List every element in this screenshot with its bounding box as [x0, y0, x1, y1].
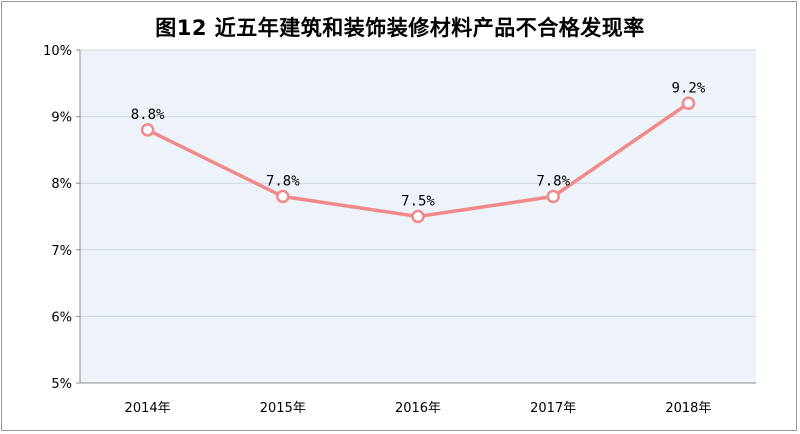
data-point [546, 189, 560, 204]
x-tick-label: 2014年 [125, 401, 171, 416]
x-tick-label: 2015年 [260, 401, 306, 416]
chart-title: 图12 近五年建筑和装饰装修材料产品不合格发现率 [155, 16, 645, 40]
data-label: 7.5% [401, 194, 435, 210]
data-label: 8.8% [131, 107, 165, 123]
y-tick-label: 7% [51, 244, 72, 259]
data-label: 9.2% [672, 80, 706, 96]
y-tick-label: 10% [43, 44, 72, 59]
data-label: 7.8% [266, 174, 300, 190]
y-tick-label: 5% [51, 377, 72, 392]
y-tick-label: 8% [51, 177, 72, 192]
data-point [276, 189, 290, 204]
x-tick-label: 2017年 [530, 401, 576, 416]
x-tick-label: 2018年 [665, 401, 711, 416]
data-point [681, 96, 696, 111]
y-tick-label: 6% [51, 310, 72, 325]
y-tick-label: 9% [51, 111, 72, 126]
gridlines [76, 49, 756, 384]
y-tick-labels: 5% 6% 7% 8% 9% 10% [43, 44, 72, 392]
data-label: 7.8% [536, 174, 570, 190]
data-point [140, 123, 155, 137]
x-tick-labels: 2014年 2015年 2016年 2017年 2018年 [125, 401, 712, 416]
data-points [140, 96, 696, 224]
data-labels: 8.8% 7.8% 7.5% 7.8% 9.2% [131, 80, 706, 209]
data-point [411, 209, 425, 224]
x-tick-label: 2016年 [395, 401, 441, 416]
